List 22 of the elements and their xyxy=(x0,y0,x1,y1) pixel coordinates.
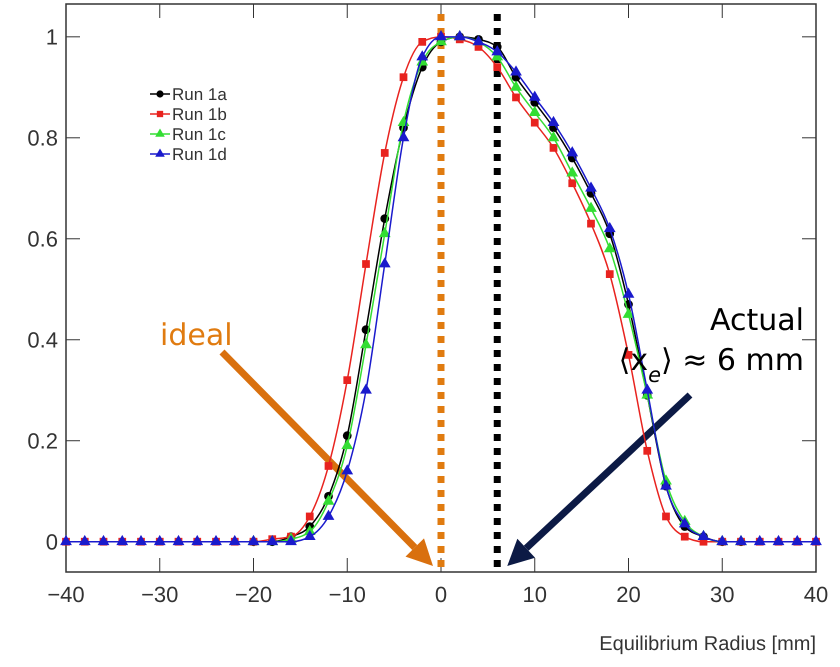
y-tick-label: 0.8 xyxy=(27,125,58,150)
y-tick-label: 0 xyxy=(46,529,58,554)
x-tick-label: 0 xyxy=(434,582,448,607)
y-tick-label: 0.2 xyxy=(27,428,58,454)
y-tick-label: 0.4 xyxy=(27,327,58,352)
annotation: ideal xyxy=(160,318,233,353)
x-tick-label: −40 xyxy=(47,582,85,607)
x-tick-label: 40 xyxy=(804,582,828,607)
legend-label: Run 1a xyxy=(172,84,228,104)
legend-label: Run 1c xyxy=(172,124,226,144)
y-tick-label: 1 xyxy=(46,24,58,50)
x-tick-label: 20 xyxy=(616,582,641,607)
x-axis-title: Equilibrium Radius [mm] xyxy=(599,633,816,655)
legend-label: Run 1b xyxy=(172,104,227,124)
x-tick-label: 10 xyxy=(522,582,547,607)
x-tick-label: −10 xyxy=(328,582,366,607)
x-tick-label: −30 xyxy=(141,582,178,607)
x-tick-label: 30 xyxy=(710,582,734,607)
legend-label: Run 1d xyxy=(172,144,227,164)
annotation: Actual xyxy=(710,303,804,338)
x-tick-label: −20 xyxy=(234,582,272,607)
y-tick-label: 0.6 xyxy=(27,226,58,252)
